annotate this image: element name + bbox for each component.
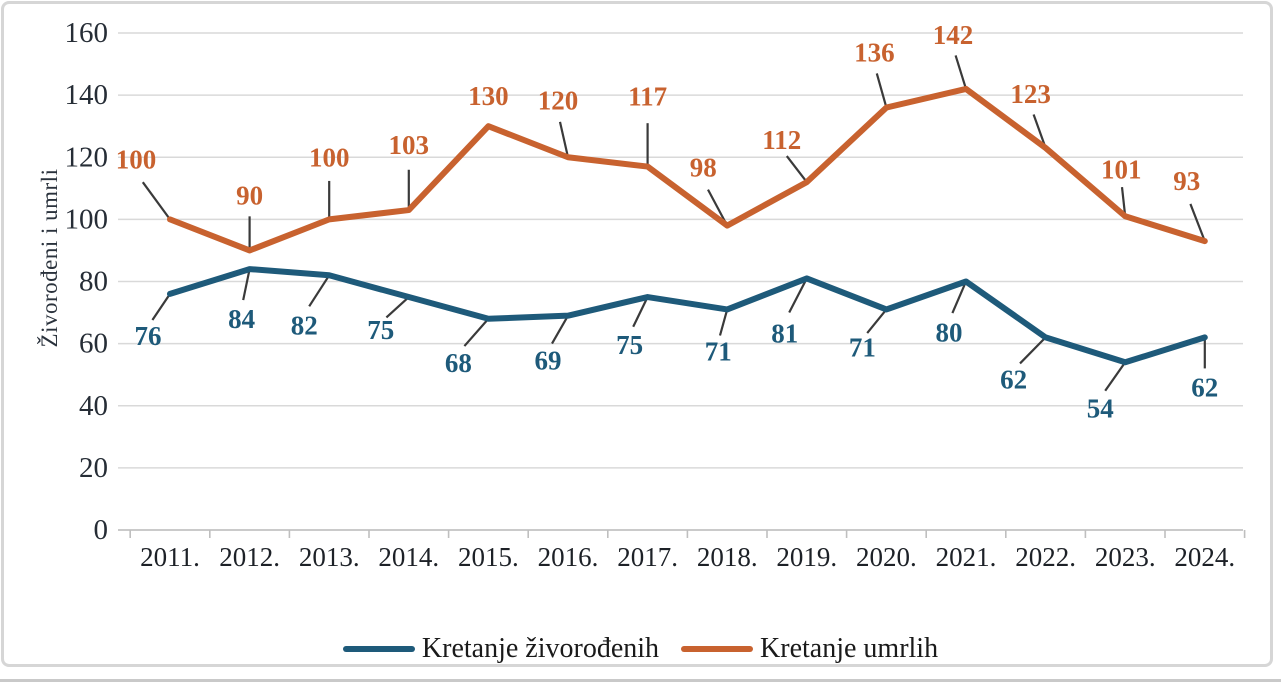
svg-text:2020.: 2020. [856,542,917,572]
svg-text:90: 90 [236,180,263,210]
y-axis-title: Živorođeni i umrli [37,168,62,348]
svg-text:20: 20 [79,452,108,484]
svg-text:81: 81 [771,318,798,348]
svg-text:2022.: 2022. [1015,542,1076,572]
svg-text:40: 40 [79,390,108,422]
svg-text:160: 160 [65,17,109,49]
bottom-divider [0,679,1281,682]
legend-swatch-umrli [681,646,754,652]
legend-label-umrli: Kretanje umrlih [760,633,939,664]
svg-text:103: 103 [389,130,430,160]
svg-text:54: 54 [1087,393,1114,423]
svg-text:75: 75 [367,315,394,345]
svg-text:80: 80 [936,318,963,348]
svg-text:60: 60 [79,328,108,360]
svg-text:100: 100 [65,203,109,235]
y-tick-labels: 0 20 40 60 80 100 120 140 160 [65,17,109,546]
legend-label-zivorodjeni: Kretanje živorođenih [421,633,660,664]
svg-text:2014.: 2014. [378,542,439,572]
svg-text:101: 101 [1101,154,1142,184]
svg-text:117: 117 [628,82,667,112]
svg-text:120: 120 [538,85,579,115]
svg-text:68: 68 [445,348,472,378]
legend-swatch-zivorodjeni [342,646,415,652]
svg-text:2013.: 2013. [299,542,360,572]
svg-text:2019.: 2019. [776,542,837,572]
series-line-1 [167,85,1208,254]
svg-text:62: 62 [1000,364,1027,394]
svg-text:100: 100 [116,144,157,174]
svg-text:69: 69 [535,346,562,376]
svg-text:84: 84 [228,304,255,334]
series-data-labels-1: 100 90 100 103 130 120 117 98 112 136 142 123 101 93 [116,20,1201,211]
svg-text:2015.: 2015. [458,542,519,572]
svg-text:2012.: 2012. [219,542,280,572]
svg-text:2018.: 2018. [697,542,758,572]
series-line-0 [167,266,1208,366]
svg-text:62: 62 [1191,372,1218,402]
svg-text:100: 100 [309,142,350,172]
svg-text:2023.: 2023. [1095,542,1156,572]
svg-text:2016.: 2016. [538,542,599,572]
svg-text:0: 0 [94,514,109,546]
svg-text:130: 130 [468,81,509,111]
svg-text:2021.: 2021. [936,542,997,572]
legend: Kretanje živorođenih Kretanje umrlih [0,632,1281,666]
x-axis [118,529,1246,538]
svg-text:71: 71 [705,336,732,366]
gridlines [118,32,1243,531]
svg-text:2024.: 2024. [1174,542,1235,572]
svg-text:82: 82 [291,310,318,340]
svg-text:80: 80 [79,266,108,298]
svg-text:112: 112 [762,125,801,155]
svg-text:2011.: 2011. [140,542,200,572]
svg-text:76: 76 [135,321,162,351]
svg-text:120: 120 [65,141,109,173]
svg-text:75: 75 [616,330,643,360]
svg-text:140: 140 [65,79,109,111]
svg-text:2017.: 2017. [617,542,678,572]
svg-text:123: 123 [1010,79,1051,109]
svg-text:98: 98 [690,153,717,183]
series-data-labels-0: 76 84 82 75 68 69 75 71 81 71 80 62 54 62 [135,304,1219,423]
x-tick-labels: 2011. 2012. 2013. 2014. 2015. 2016. 2017. 2018.… [140,542,1235,572]
svg-text:136: 136 [854,38,895,68]
svg-text:71: 71 [849,332,876,362]
svg-text:142: 142 [933,20,974,50]
svg-text:93: 93 [1173,166,1200,196]
data-label-leader-lines [141,55,1206,392]
